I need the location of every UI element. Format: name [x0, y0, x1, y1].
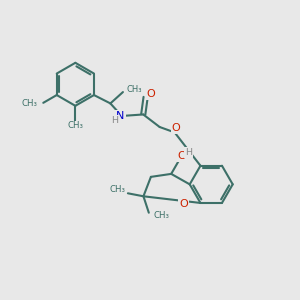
- Text: CH₃: CH₃: [127, 85, 142, 94]
- Text: H: H: [185, 148, 192, 157]
- Text: O: O: [147, 89, 155, 99]
- Text: CH₃: CH₃: [110, 185, 125, 194]
- Text: O: O: [177, 151, 186, 161]
- Text: CH₃: CH₃: [67, 121, 83, 130]
- Text: O: O: [179, 199, 188, 209]
- Text: CH₃: CH₃: [22, 99, 38, 108]
- Text: N: N: [116, 111, 125, 121]
- Text: H: H: [111, 116, 118, 125]
- Text: CH₃: CH₃: [154, 211, 169, 220]
- Text: O: O: [171, 123, 180, 133]
